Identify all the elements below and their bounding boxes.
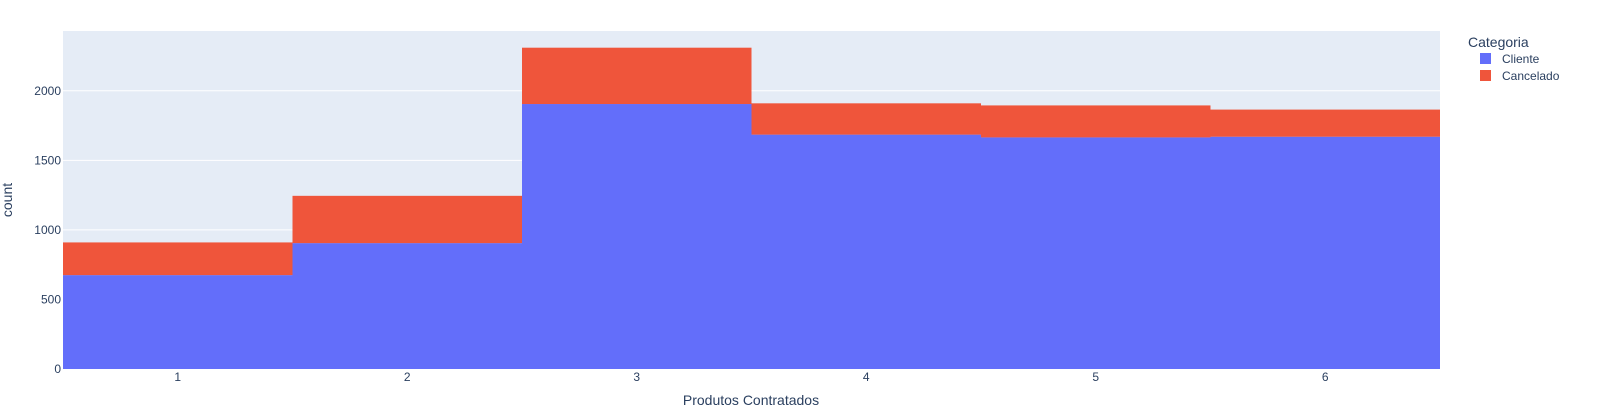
bar-cancelado-5[interactable] xyxy=(981,105,1211,138)
legend-label-cancelado[interactable]: Cancelado xyxy=(1502,69,1560,83)
bar-cliente-5[interactable] xyxy=(981,137,1211,369)
bar-cancelado-4[interactable] xyxy=(751,103,982,135)
bar-cliente-6[interactable] xyxy=(1210,136,1441,369)
legend: Categoria Cliente Cancelado xyxy=(1468,34,1560,83)
legend-label-cliente[interactable]: Cliente xyxy=(1502,52,1540,66)
bar-cliente-4[interactable] xyxy=(751,134,982,369)
y-tick-label: 1000 xyxy=(34,223,61,237)
legend-swatch-cliente[interactable] xyxy=(1480,53,1491,64)
legend-swatch-cancelado[interactable] xyxy=(1480,70,1491,81)
x-axis-ticks: 1 2 3 4 5 6 xyxy=(174,370,1329,384)
bar-cancelado-2[interactable] xyxy=(292,195,523,244)
bar-cliente-1[interactable] xyxy=(63,275,293,369)
bar-cancelado-3[interactable] xyxy=(522,47,752,105)
x-tick-label: 5 xyxy=(1092,370,1099,384)
y-tick-label: 2000 xyxy=(34,84,61,98)
bar-cancelado-6[interactable] xyxy=(1210,109,1441,137)
x-tick-label: 2 xyxy=(404,370,411,384)
y-tick-label: 1500 xyxy=(34,153,61,167)
legend-title: Categoria xyxy=(1468,34,1529,50)
y-axis-ticks: 0 500 1000 1500 2000 xyxy=(34,84,61,376)
x-tick-label: 4 xyxy=(863,370,870,384)
bar-cliente-3[interactable] xyxy=(522,104,752,369)
y-tick-label: 500 xyxy=(41,292,61,306)
bar-cancelado-1[interactable] xyxy=(63,242,293,276)
x-axis-title: Produtos Contratados xyxy=(683,392,819,408)
x-tick-label: 3 xyxy=(633,370,640,384)
bars xyxy=(63,47,1441,369)
x-tick-label: 6 xyxy=(1322,370,1329,384)
legend-items: Cliente Cancelado xyxy=(1480,52,1560,83)
bar-cliente-2[interactable] xyxy=(292,243,523,369)
x-tick-label: 1 xyxy=(174,370,181,384)
y-axis-title: count xyxy=(0,183,15,217)
y-tick-label: 0 xyxy=(54,362,61,376)
